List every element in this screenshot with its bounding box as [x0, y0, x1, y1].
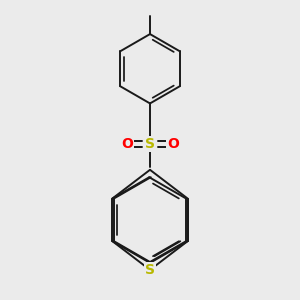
Text: S: S: [145, 137, 155, 151]
Text: O: O: [121, 137, 133, 151]
Text: S: S: [145, 263, 155, 277]
Text: O: O: [167, 137, 179, 151]
